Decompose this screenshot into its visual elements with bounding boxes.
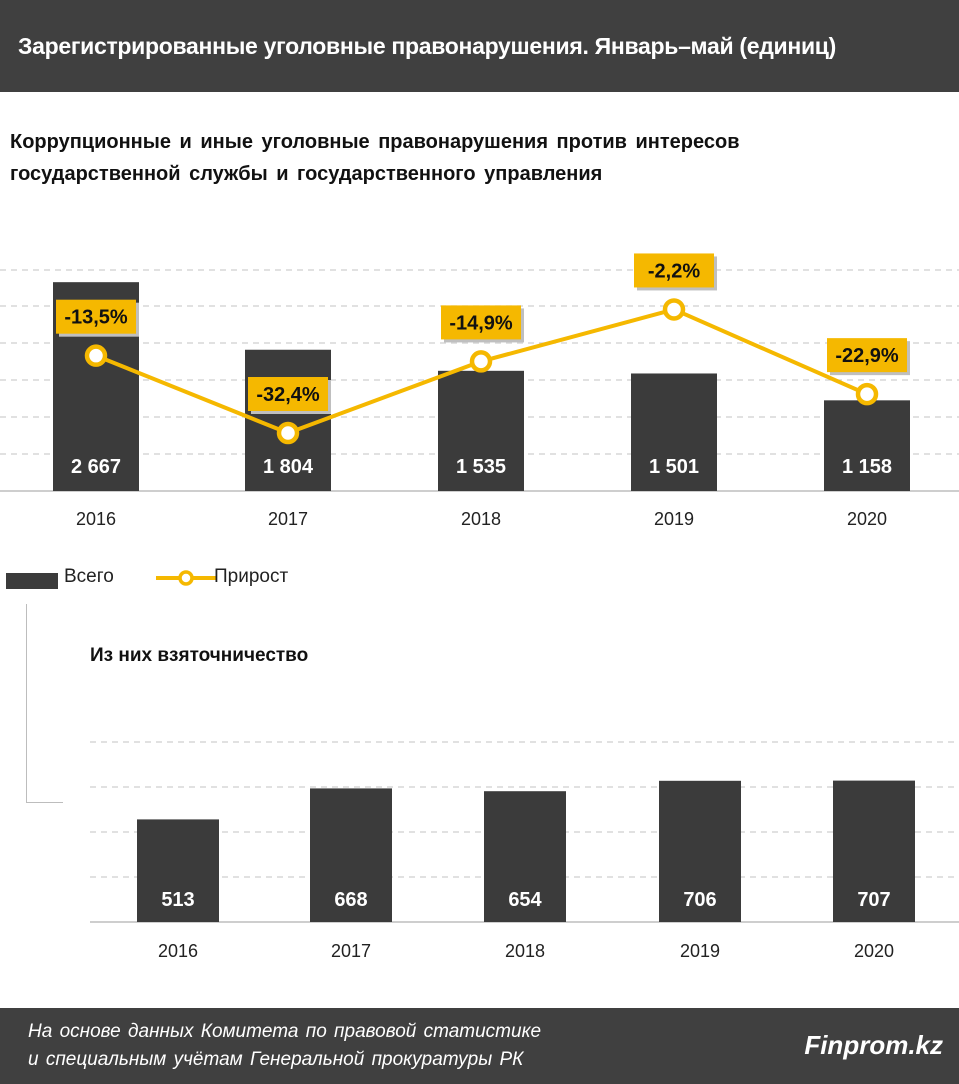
bar (824, 400, 910, 491)
bar (484, 791, 566, 922)
x-tick-label: 2017 (268, 509, 308, 529)
bar-value-label: 1 158 (842, 456, 892, 478)
growth-point (662, 298, 686, 321)
growth-label-box (441, 305, 521, 340)
footer-brand: Finprom.kz (804, 1030, 943, 1060)
growth-label: -13,5% (64, 307, 128, 329)
x-tick-label: 2020 (847, 509, 887, 529)
growth-point (276, 421, 300, 445)
footer-source-line2: и специальным учётам Генеральной прокура… (28, 1049, 524, 1070)
bracket-connector (26, 604, 63, 803)
x-tick-label: 2016 (158, 941, 198, 961)
chart2-title: Из них взяточничество (90, 645, 309, 666)
growth-label: -32,4% (256, 384, 320, 406)
x-tick-label: 2018 (461, 509, 501, 529)
bar-value-label: 707 (857, 889, 890, 911)
bar (833, 780, 915, 922)
x-tick-label: 2019 (680, 941, 720, 961)
growth-label-box (56, 299, 136, 334)
bar-value-label: 2 667 (71, 456, 121, 478)
x-tick-label: 2017 (331, 941, 371, 961)
bar (310, 788, 392, 922)
legend-line-label: Прирост (214, 566, 289, 587)
growth-label: -2,2% (648, 260, 700, 282)
footer: На основе данных Комитета по правовой ст… (0, 1008, 959, 1084)
bar-value-label: 513 (161, 889, 194, 911)
bar-value-label: 706 (683, 889, 716, 911)
bar-value-label: 654 (508, 889, 542, 911)
bar (659, 780, 741, 922)
legend-line-swatch (156, 570, 216, 586)
growth-label: -14,9% (449, 312, 513, 334)
x-tick-label: 2020 (854, 941, 894, 961)
bar-value-label: 1 804 (263, 456, 314, 478)
bar (137, 819, 219, 922)
x-tick-label: 2019 (654, 509, 694, 529)
growth-point (84, 344, 108, 367)
header-title: Зарегистрированные уголовные правонаруше… (0, 0, 959, 92)
growth-point (469, 350, 493, 373)
legend-bar-label: Всего (64, 566, 114, 587)
footer-source: На основе данных Комитета по правовой ст… (28, 1018, 541, 1074)
chart1-svg: 2 667 2016 1 804 2017 1 535 2018 1 501 2019 1 15… (0, 253, 959, 529)
growth-label-box (248, 377, 328, 411)
growth-label-box (827, 338, 907, 373)
x-tick-label: 2016 (76, 509, 116, 529)
x-tick-label: 2018 (505, 941, 545, 961)
legend-bar-swatch (6, 573, 58, 589)
footer-source-line1: На основе данных Комитета по правовой ст… (28, 1021, 542, 1042)
chart2-svg: 513 2016 668 2017 654 2018 706 2019 707 2020 (90, 741, 959, 961)
bar (631, 373, 717, 491)
bar-value-label: 1 535 (456, 456, 506, 478)
bar-value-label: 668 (334, 889, 367, 911)
growth-point (855, 382, 879, 406)
growth-label-box (634, 253, 714, 288)
bar-value-label: 1 501 (649, 456, 699, 478)
chart1-title: Коррупционные и иные уголовные правонару… (10, 131, 740, 185)
bar (438, 370, 524, 491)
growth-label: -22,9% (835, 345, 899, 367)
